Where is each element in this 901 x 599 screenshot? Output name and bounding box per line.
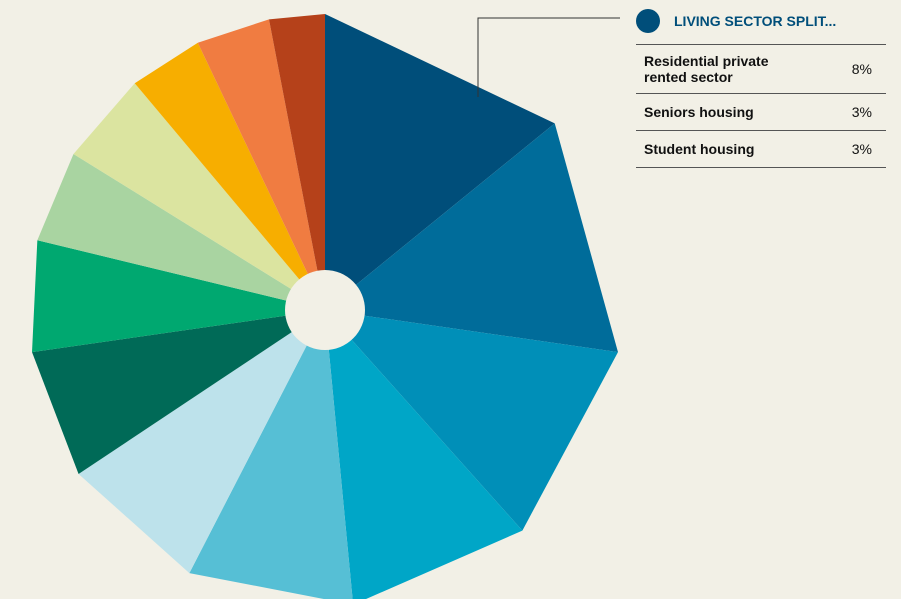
pie-slice: [325, 310, 523, 599]
pie-slice: [37, 153, 325, 310]
row-value: 8%: [851, 61, 872, 77]
pie-slice: [325, 310, 618, 531]
tooltip-header: LIVING SECTOR SPLIT...: [636, 8, 886, 45]
pie-slice: [189, 310, 353, 599]
tooltip-title: LIVING SECTOR SPLIT...: [674, 13, 837, 29]
tooltip: LIVING SECTOR SPLIT... Residential priva…: [636, 8, 886, 168]
row-label: Seniors housing: [644, 104, 754, 120]
tooltip-row: Residential private rented sector 8%: [636, 45, 886, 94]
pie-slice: [32, 310, 326, 474]
pie-slice: [32, 240, 326, 353]
pie-slice: [325, 14, 555, 310]
row-value: 3%: [851, 141, 872, 157]
tooltip-row: Student housing 3%: [636, 131, 886, 168]
leader-line: [477, 17, 620, 97]
pie-slice: [134, 42, 325, 311]
row-label: Residential private rented sector: [644, 53, 769, 85]
pie-slice: [73, 83, 326, 310]
pie-slice: [268, 14, 325, 310]
pie-slice: [325, 123, 618, 353]
pie-slice: [78, 310, 325, 574]
row-label: Student housing: [644, 141, 755, 157]
donut-hole: [285, 270, 365, 350]
tooltip-rows: Residential private rented sector 8% Senio…: [636, 45, 886, 168]
row-value: 3%: [851, 104, 872, 120]
legend-dot: [636, 9, 660, 33]
pie-slice: [197, 19, 325, 310]
tooltip-row: Seniors housing 3%: [636, 94, 886, 131]
